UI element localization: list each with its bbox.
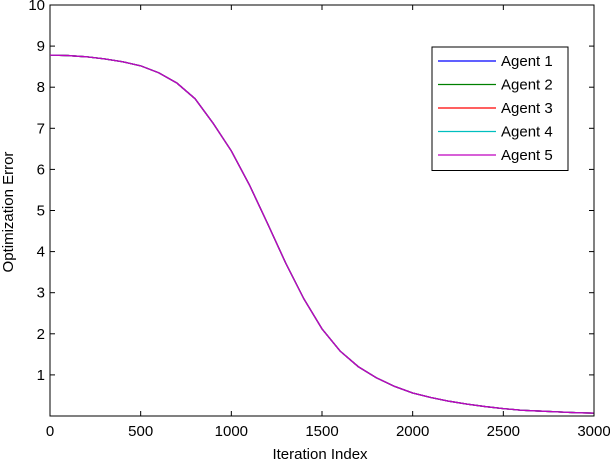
y-tick-label: 3 — [37, 285, 45, 302]
legend-label-agent-4: Agent 4 — [501, 124, 553, 141]
y-tick-label: 6 — [37, 161, 45, 178]
x-tick-label: 3000 — [577, 423, 610, 440]
y-tick-label: 4 — [37, 244, 45, 261]
y-tick-label: 9 — [37, 38, 45, 55]
legend-label-agent-2: Agent 2 — [501, 77, 553, 94]
y-tick-label: 10 — [28, 0, 45, 14]
x-tick-label: 2000 — [396, 423, 429, 440]
legend-box — [431, 46, 569, 171]
legend-label-agent-1: Agent 1 — [501, 53, 553, 70]
y-tick-label: 7 — [37, 120, 45, 137]
y-tick-label: 1 — [37, 367, 45, 384]
y-tick-label: 2 — [37, 326, 45, 343]
x-tick-label: 1000 — [215, 423, 248, 440]
y-tick-label: 8 — [37, 79, 45, 96]
legend-label-agent-5: Agent 5 — [501, 147, 553, 164]
axis-ticks: 0 500 1000 1500 2000 2500 3000 1 2 3 4 5 6 7 8 9 10 — [28, 0, 610, 440]
x-tick-label: 1500 — [305, 423, 338, 440]
legend-label-agent-3: Agent 3 — [501, 100, 553, 117]
x-tick-label: 2500 — [487, 423, 520, 440]
y-tick-label: 5 — [37, 203, 45, 220]
x-tick-label: 0 — [46, 423, 54, 440]
legend: Agent 1 Agent 2 Agent 3 Agent 4 Agent 5 — [431, 46, 569, 171]
x-tick-label: 500 — [128, 423, 153, 440]
series-lines — [49, 54, 595, 414]
series-line-agent-5 — [49, 54, 595, 414]
x-axis-label: Iteration Index — [272, 446, 368, 462]
y-axis-label: Optimization Error — [0, 152, 17, 273]
